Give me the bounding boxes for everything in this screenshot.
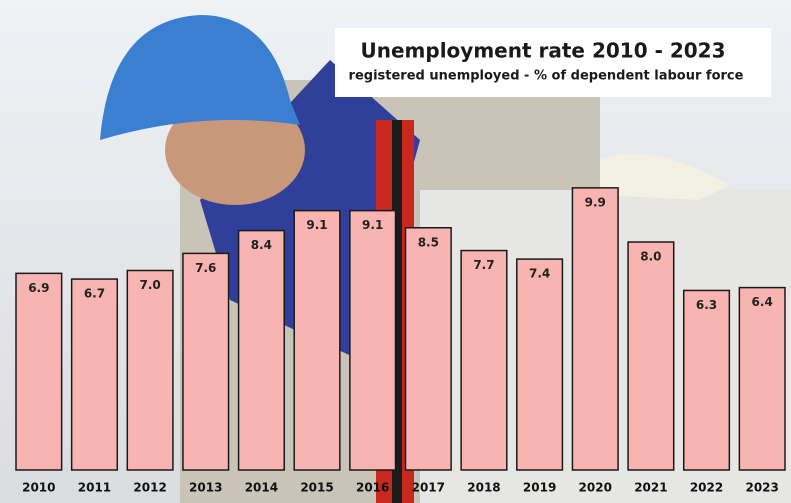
value-label: 7.4 bbox=[529, 267, 550, 281]
chart-title: Unemployment rate 2010 - 2023 bbox=[361, 39, 726, 63]
x-tick-label: 2020 bbox=[579, 481, 612, 495]
x-tick-label: 2019 bbox=[523, 481, 556, 495]
title-box bbox=[335, 28, 771, 97]
x-tick-label: 2017 bbox=[412, 481, 445, 495]
bar bbox=[182, 252, 230, 471]
value-label: 6.3 bbox=[696, 298, 717, 312]
value-label: 6.4 bbox=[752, 295, 773, 309]
value-label: 7.6 bbox=[195, 261, 216, 275]
bar bbox=[70, 278, 119, 471]
bar bbox=[293, 209, 341, 471]
value-label: 7.0 bbox=[139, 278, 160, 292]
x-tick-label: 2012 bbox=[133, 481, 166, 495]
x-tick-label: 2023 bbox=[745, 481, 778, 495]
x-tick-label: 2018 bbox=[467, 481, 500, 495]
bar bbox=[15, 272, 63, 471]
value-label: 7.7 bbox=[473, 258, 494, 272]
bar bbox=[516, 258, 564, 471]
value-label: 9.9 bbox=[585, 195, 606, 209]
bar bbox=[627, 241, 675, 471]
x-tick-label: 2013 bbox=[189, 481, 222, 495]
x-tick-label: 2016 bbox=[356, 481, 389, 495]
bar bbox=[404, 227, 452, 471]
value-label: 6.7 bbox=[84, 287, 105, 301]
bar bbox=[237, 229, 285, 471]
x-tick-label: 2011 bbox=[78, 481, 111, 495]
bar bbox=[126, 269, 174, 471]
x-tick-label: 2021 bbox=[634, 481, 667, 495]
value-label: 8.5 bbox=[418, 235, 439, 249]
value-label: 9.1 bbox=[306, 218, 327, 232]
bar bbox=[682, 289, 731, 471]
value-label: 9.1 bbox=[362, 218, 383, 232]
x-tick-label: 2014 bbox=[245, 481, 278, 495]
x-tick-label: 2022 bbox=[690, 481, 723, 495]
bar bbox=[349, 209, 397, 471]
x-tick-label: 2015 bbox=[300, 481, 333, 495]
bar bbox=[460, 249, 508, 471]
chart-subtitle: registered unemployed - % of dependent l… bbox=[349, 69, 744, 84]
bar bbox=[738, 286, 786, 471]
value-label: 8.0 bbox=[640, 250, 661, 264]
value-label: 8.4 bbox=[251, 238, 272, 252]
x-tick-label: 2010 bbox=[22, 481, 55, 495]
bar bbox=[571, 187, 619, 471]
value-label: 6.9 bbox=[28, 281, 49, 295]
